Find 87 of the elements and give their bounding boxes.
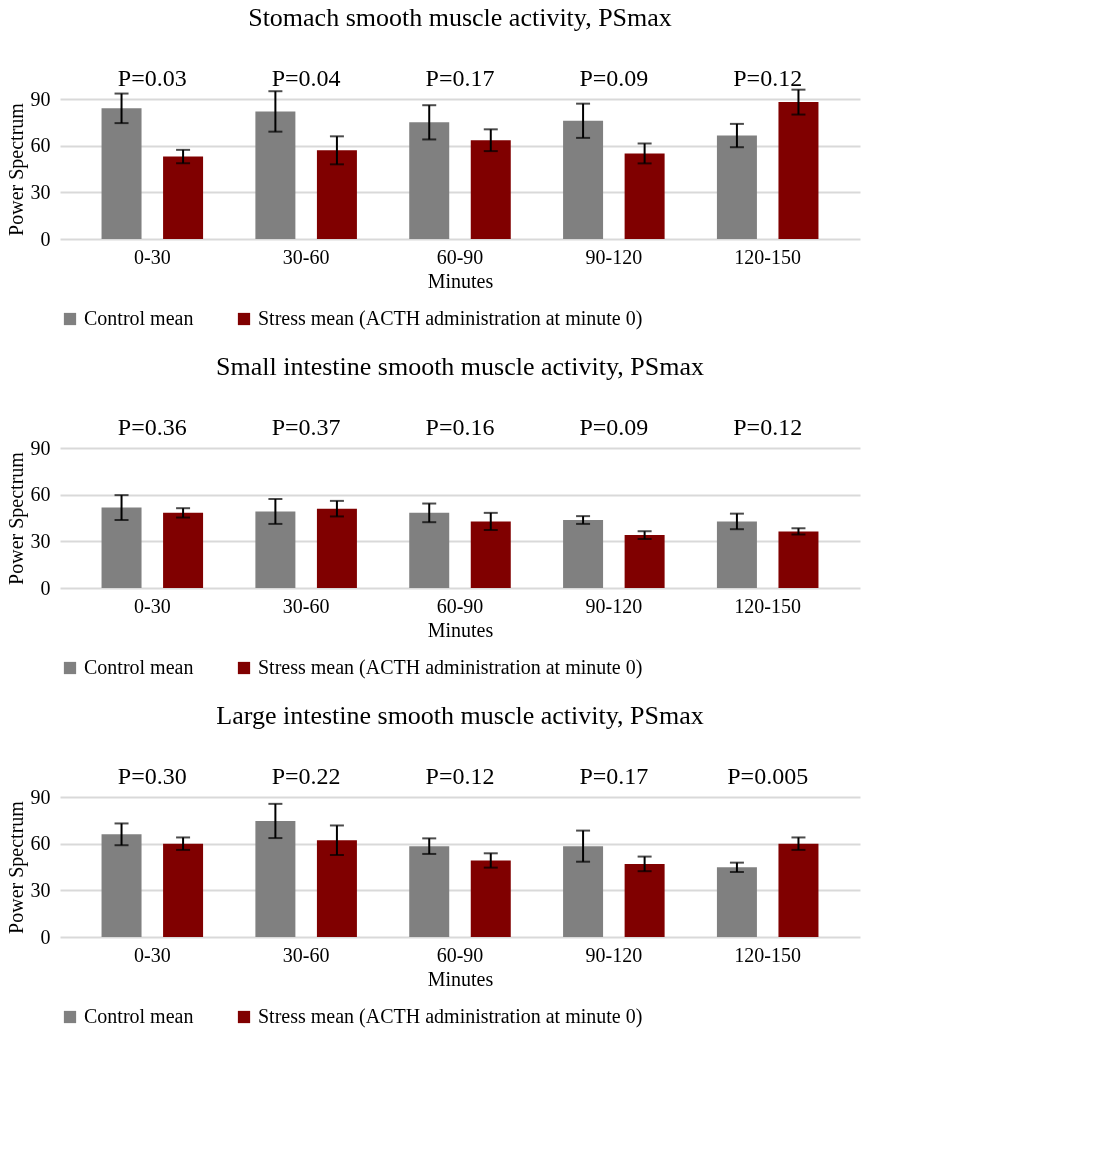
bar [409, 846, 450, 937]
text: P=0.22 [271, 763, 341, 789]
legend-label: Control mean [84, 656, 194, 678]
text: P=0.17 [425, 65, 495, 91]
bar [563, 120, 604, 239]
chart-title: Stomach smooth muscle activity, PSmax [248, 3, 672, 32]
bar [470, 140, 511, 239]
bar [716, 867, 757, 937]
text: P=0.12 [733, 65, 803, 91]
y-tick-label: 60 [30, 832, 51, 855]
x-tick-label: 90-120 [585, 245, 643, 268]
y-tick-label: 90 [30, 436, 51, 459]
x-tick-label: 60-90 [436, 943, 484, 966]
x-tick-label: 60-90 [436, 594, 484, 617]
bar [409, 512, 450, 588]
bar [624, 535, 665, 588]
x-tick-label: 120-150 [734, 594, 802, 617]
bar [470, 521, 511, 588]
bar [255, 111, 296, 239]
text: P=0.005 [727, 763, 809, 789]
bar [778, 531, 819, 588]
x-axis-title: Minutes [427, 967, 494, 990]
legend-label: Stress mean (ACTH administration at minute 0) [258, 307, 643, 330]
bar [716, 135, 757, 239]
text: P=0.09 [579, 65, 649, 91]
x-tick-label: 30-60 [282, 943, 330, 966]
bar [316, 840, 357, 937]
bar [624, 863, 665, 937]
bar [101, 834, 142, 937]
x-tick-label: 30-60 [282, 245, 330, 268]
legend-label: Stress mean (ACTH administration at minute 0) [258, 1005, 643, 1028]
legend-label: Stress mean (ACTH administration at minute 0) [258, 656, 643, 679]
x-tick-label: 0-30 [133, 594, 171, 617]
x-tick-label: 30-60 [282, 594, 330, 617]
legend-label: Control mean [84, 1005, 194, 1027]
x-tick-label: 120-150 [734, 943, 802, 966]
text: P=0.17 [579, 763, 649, 789]
text: P=0.16 [425, 414, 495, 440]
x-axis-title: Minutes [427, 269, 494, 292]
bar [778, 843, 819, 937]
x-tick-label: 120-150 [734, 245, 802, 268]
x-tick-label: 90-120 [585, 943, 643, 966]
y-axis-title: Power Spectrum [4, 451, 28, 585]
chart-title: Small intestine smooth muscle activity, PSmax [216, 352, 704, 381]
y-tick-label: 30 [30, 878, 51, 901]
chart-title: Large intestine smooth muscle activity, PSmax [216, 701, 704, 730]
bar [163, 512, 204, 588]
text: P=0.12 [425, 763, 495, 789]
y-axis-title: Power Spectrum [4, 800, 28, 934]
legend-label: Control mean [84, 307, 194, 329]
x-tick-label: 0-30 [133, 245, 171, 268]
bar [409, 122, 450, 239]
x-tick-label: 90-120 [585, 594, 643, 617]
bar [316, 508, 357, 588]
text: P=0.03 [117, 65, 187, 91]
bar [163, 156, 204, 239]
bar [470, 860, 511, 937]
y-tick-label: 60 [30, 134, 51, 157]
bar [255, 511, 296, 588]
y-tick-label: 30 [30, 180, 51, 203]
bar [316, 150, 357, 239]
bar [716, 521, 757, 588]
text: P=0.36 [117, 414, 187, 440]
x-tick-label: 0-30 [133, 943, 171, 966]
bar [778, 102, 819, 239]
y-tick-label: 0 [40, 925, 51, 948]
y-tick-label: 90 [30, 785, 51, 808]
text: P=0.09 [579, 414, 649, 440]
y-tick-label: 30 [30, 529, 51, 552]
y-tick-label: 0 [40, 227, 51, 250]
bar [624, 153, 665, 239]
text: P=0.30 [117, 763, 187, 789]
y-tick-label: 0 [40, 576, 51, 599]
x-tick-label: 60-90 [436, 245, 484, 268]
bar [163, 843, 204, 937]
bar [101, 108, 142, 239]
y-axis-title: Power Spectrum [4, 102, 28, 236]
text: P=0.37 [271, 414, 341, 440]
text: P=0.12 [733, 414, 803, 440]
bar [101, 507, 142, 588]
text: P=0.04 [271, 65, 341, 91]
bar [255, 820, 296, 937]
y-tick-label: 90 [30, 87, 51, 110]
bar [563, 520, 604, 588]
bar [563, 846, 604, 937]
y-tick-label: 60 [30, 483, 51, 506]
x-axis-title: Minutes [427, 618, 494, 641]
